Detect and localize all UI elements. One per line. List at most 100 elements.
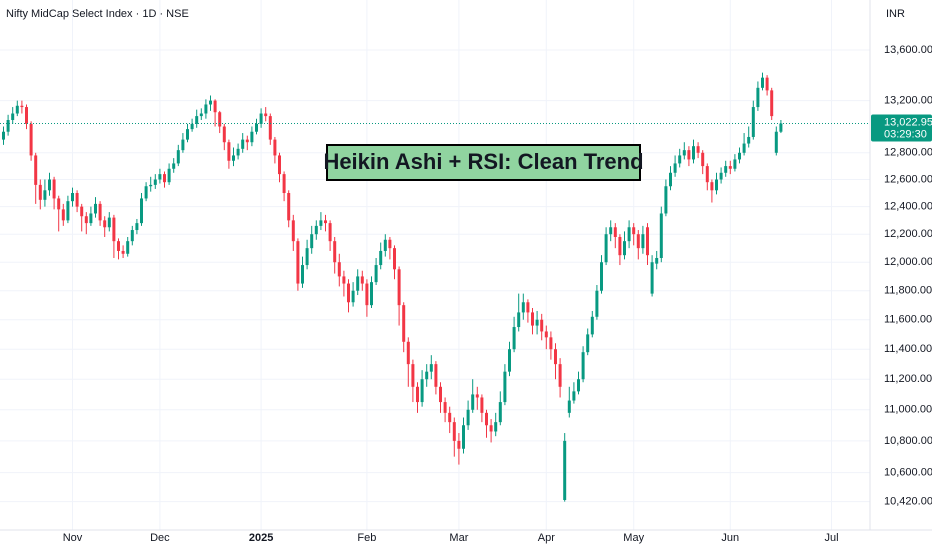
candle-body <box>365 283 369 306</box>
candle-body <box>204 104 208 114</box>
candle-body <box>52 179 56 199</box>
candle-body <box>43 190 47 200</box>
candle-body <box>351 290 355 303</box>
candle-body <box>540 319 544 332</box>
candle-body <box>255 123 258 132</box>
candle-body <box>393 248 396 270</box>
candle-body <box>319 220 323 226</box>
candle-body <box>176 150 180 164</box>
candle-body <box>6 119 10 132</box>
candle-body <box>48 179 51 191</box>
candle-body <box>531 312 534 326</box>
candle-body <box>379 250 383 266</box>
candle-body <box>728 166 732 169</box>
annotation-box <box>326 144 641 181</box>
candle-body <box>544 331 548 338</box>
candle-body <box>245 139 249 143</box>
x-tick-label: Jun <box>721 532 739 544</box>
candle-body <box>627 227 631 242</box>
x-tick-label: May <box>623 532 644 544</box>
candle-body <box>774 131 778 153</box>
candle-body <box>25 107 28 124</box>
y-tick-label: 12,000.00 <box>884 256 932 268</box>
candle-body <box>420 379 424 403</box>
candle-body <box>489 425 493 432</box>
y-tick-label: 12,600.00 <box>884 173 932 185</box>
candle-body <box>324 220 327 224</box>
candle-body <box>259 113 263 124</box>
candle-body <box>475 394 479 398</box>
candle-body <box>140 198 143 224</box>
y-tick-label: 12,200.00 <box>884 228 932 240</box>
candle-body <box>186 129 189 140</box>
candle-body <box>517 312 521 328</box>
candle-body <box>710 182 714 191</box>
candle-body <box>2 131 5 140</box>
candle-body <box>199 113 203 117</box>
x-tick-label: Feb <box>357 532 376 544</box>
candle-body <box>195 116 199 124</box>
x-tick-label: Dec <box>150 532 170 544</box>
candle-body <box>632 227 636 235</box>
candle-body <box>742 143 746 153</box>
candle-body <box>144 186 148 199</box>
candle-body <box>356 276 360 291</box>
candle-body <box>172 163 176 169</box>
candle-body <box>443 402 447 413</box>
candle-body <box>268 116 272 140</box>
y-tick-label: 10,800.00 <box>884 435 932 447</box>
last-price-label: 13,022.95 <box>884 116 932 128</box>
candle-body <box>692 146 695 160</box>
candle-body <box>278 155 281 175</box>
candle-body <box>779 123 783 132</box>
candle-body <box>328 223 332 242</box>
candle-body <box>107 217 111 228</box>
chart-title: Nifty MidCap Select Index · 1D · NSE <box>6 8 189 20</box>
candle-body <box>724 166 728 173</box>
candle-body <box>563 440 567 500</box>
candle-body <box>121 250 125 254</box>
candle-body <box>370 282 373 306</box>
candle-body <box>439 386 442 403</box>
candle-body <box>719 172 723 180</box>
candle-body <box>241 139 245 149</box>
candle-body <box>613 227 617 237</box>
candle-body <box>498 402 502 423</box>
candle-body <box>282 174 286 194</box>
candle-body <box>98 203 102 221</box>
last-price-box <box>871 114 932 142</box>
candle-body <box>250 131 254 143</box>
candle-body <box>213 100 217 113</box>
candle-body <box>761 77 764 88</box>
candle-body <box>586 334 590 353</box>
candle-body <box>600 262 603 291</box>
candle-body <box>126 241 130 254</box>
candle-body <box>485 412 488 426</box>
candle-body <box>535 319 539 326</box>
candle-body <box>705 166 709 183</box>
y-tick-label: 11,000.00 <box>884 404 932 416</box>
candle-body <box>462 425 465 449</box>
candle-body <box>296 241 300 284</box>
candle-body <box>747 136 751 144</box>
candle-body <box>167 168 171 183</box>
candle-body <box>218 112 222 127</box>
candle-body <box>190 123 194 130</box>
candle-body <box>163 174 166 183</box>
candle-body <box>360 276 364 284</box>
candle-body <box>669 172 672 187</box>
annotation: Heikin Ashi + RSI: Clean Trend <box>323 149 643 174</box>
candle-body <box>673 163 677 173</box>
candle-body <box>521 302 525 313</box>
candle-body <box>609 227 613 235</box>
candle-body <box>429 364 433 372</box>
candle-body <box>397 269 401 306</box>
candle-body <box>314 225 318 235</box>
candle-body <box>425 371 429 380</box>
candle-body <box>577 379 580 392</box>
y-tick-label: 10,420.00 <box>884 496 932 508</box>
candle-body <box>71 193 74 202</box>
candle-body <box>333 241 337 263</box>
